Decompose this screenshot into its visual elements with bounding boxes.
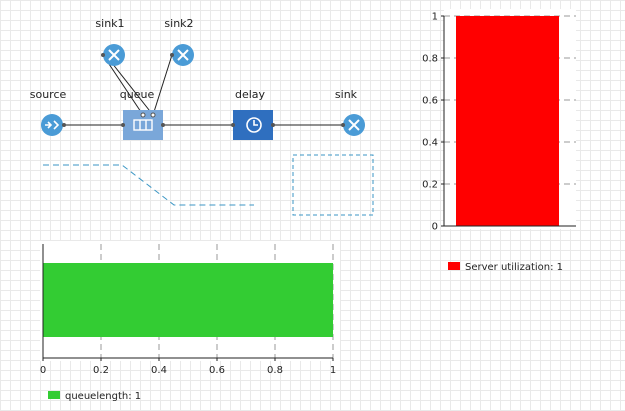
- sink1-port[interactable]: [101, 53, 105, 57]
- queue-length-chart: 0 0.2 0.4 0.6 0.8 1: [40, 241, 340, 376]
- bar-server-utilization: [456, 16, 559, 226]
- queue-timeout-port[interactable]: [140, 112, 146, 118]
- queue-block[interactable]: queue: [120, 88, 165, 140]
- x-tick-label: 0.6: [209, 365, 225, 376]
- y-tick-label: 0.4: [422, 138, 438, 149]
- delay-body: [233, 110, 273, 140]
- server-utilization-chart: 0 0.2 0.4 0.6 0.8 1: [422, 9, 576, 233]
- y-ticks: 0 0.2 0.4 0.6 0.8 1: [422, 12, 444, 233]
- sink-port[interactable]: [341, 123, 345, 127]
- delay-block[interactable]: delay: [231, 88, 275, 140]
- legend-swatch-green: [48, 391, 60, 399]
- sink2-port[interactable]: [170, 53, 174, 57]
- queue-label: queue: [120, 88, 155, 101]
- dashed-path[interactable]: [43, 164, 254, 206]
- x-tick-label: 0.2: [93, 365, 109, 376]
- chart-grid: [100, 244, 334, 358]
- source-label: source: [30, 88, 67, 101]
- bar-queue-length: [43, 263, 333, 337]
- delay-in-port[interactable]: [231, 123, 235, 127]
- sink1-block[interactable]: sink1: [95, 17, 125, 66]
- y-tick-label: 0.8: [422, 54, 438, 65]
- sink-label: sink: [335, 88, 358, 101]
- y-tick-label: 0: [432, 222, 438, 233]
- x-tick-label: 0.8: [267, 365, 283, 376]
- close-icon: [177, 49, 189, 61]
- dashed-rectangle[interactable]: [292, 154, 374, 216]
- sink-block[interactable]: sink: [335, 88, 365, 136]
- legend-label: queuelength: 1: [65, 391, 141, 402]
- delay-label: delay: [235, 88, 266, 101]
- x-ticks: 0 0.2 0.4 0.6 0.8 1: [40, 358, 336, 376]
- arrow-in-icon: [45, 120, 60, 130]
- legend-swatch-red: [448, 262, 460, 270]
- legend-label: Server utilization: 1: [465, 262, 563, 273]
- sink2-block[interactable]: sink2: [164, 17, 194, 66]
- connector-queue-sink1b: [107, 57, 154, 116]
- legend-server-utilization: Server utilization: 1: [448, 262, 563, 273]
- delay-out-port[interactable]: [271, 123, 275, 127]
- clock-icon: [246, 117, 262, 133]
- queue-in-port[interactable]: [121, 123, 125, 127]
- close-icon: [348, 119, 360, 131]
- y-tick-label: 0.6: [422, 96, 438, 107]
- connector-queue-sink2: [152, 54, 173, 116]
- source-port[interactable]: [62, 123, 66, 127]
- x-tick-label: 0: [40, 365, 46, 376]
- queue-icon: [133, 119, 153, 131]
- x-tick-label: 1: [330, 365, 336, 376]
- y-tick-label: 0.2: [422, 180, 438, 191]
- legend-queue-length: queuelength: 1: [48, 391, 141, 402]
- source-block[interactable]: source: [30, 88, 67, 136]
- queue-preempted-port[interactable]: [150, 112, 156, 118]
- sink2-label: sink2: [164, 17, 193, 30]
- y-tick-label: 1: [432, 12, 438, 23]
- x-tick-label: 0.4: [151, 365, 167, 376]
- sink1-label: sink1: [95, 17, 124, 30]
- close-icon: [108, 49, 120, 61]
- queue-out-port[interactable]: [161, 123, 165, 127]
- connectors: [64, 54, 343, 126]
